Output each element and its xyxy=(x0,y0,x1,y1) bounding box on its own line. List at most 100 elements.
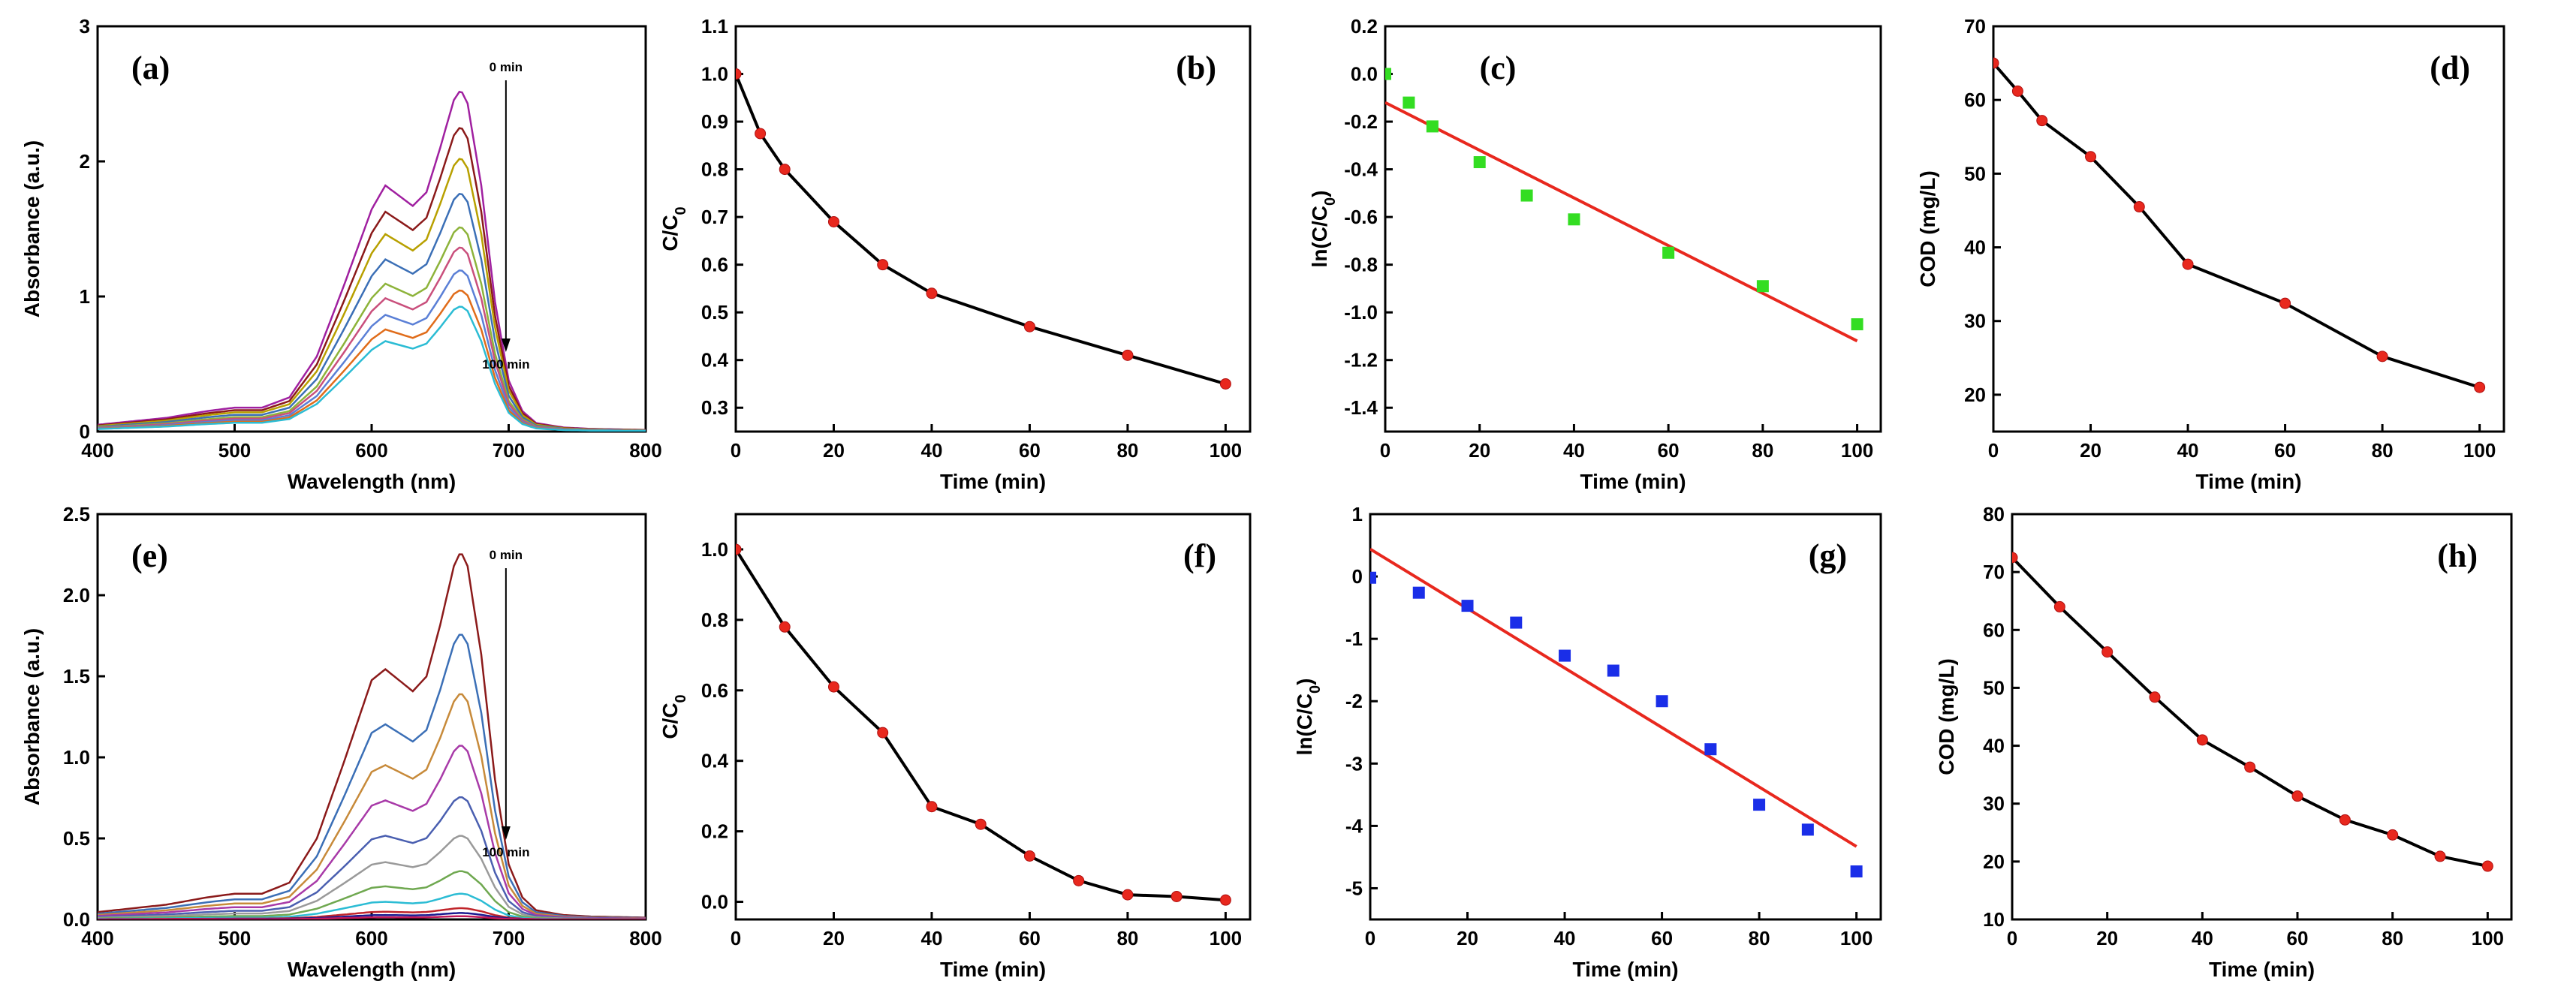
x-tick-label: 20 xyxy=(1469,439,1490,462)
x-axis-label: Time (min) xyxy=(2195,470,2301,493)
data-point xyxy=(827,215,839,227)
x-tick-label: 80 xyxy=(1116,927,1138,949)
x-tick-label: 40 xyxy=(2192,927,2213,949)
panel-h: 0 20 40 60 80 100 10 20 30 40 50 60 70 80 Time (min) CO… xyxy=(1935,503,2513,981)
data-point xyxy=(2474,381,2486,393)
plot-frame xyxy=(2011,513,2513,921)
y-tick-label: 1.1 xyxy=(701,15,728,38)
x-tick-label: 100 xyxy=(1840,927,1872,949)
time-arrow-head xyxy=(501,339,511,352)
data-point xyxy=(1122,889,1134,901)
data-point xyxy=(975,818,987,830)
x-tick-label: 500 xyxy=(218,439,251,462)
data-point xyxy=(1753,799,1766,811)
y-tick-label: -0.2 xyxy=(1344,110,1378,133)
x-tick-label: 20 xyxy=(2096,927,2118,949)
y-tick-label: -4 xyxy=(1345,814,1363,837)
y-axis-label-subscript: 0 xyxy=(673,694,689,703)
y-axis-label-main: C/C xyxy=(658,703,682,739)
y-tick-label: 40 xyxy=(1964,236,1986,259)
y-tick-label: 0.0 xyxy=(63,908,90,931)
y-tick-label: 0.2 xyxy=(1351,15,1378,38)
panel-d: 0 20 40 60 80 100 20 30 40 50 60 70 Time (min) COD (m… xyxy=(1916,15,2505,493)
y-tick-label: -0.6 xyxy=(1344,206,1378,228)
data-point xyxy=(877,727,889,739)
x-tick-label: 60 xyxy=(1019,439,1041,462)
panel-label: (b) xyxy=(1176,50,1216,86)
panel-label: (f) xyxy=(1183,537,1216,574)
y-tick-label: 30 xyxy=(1964,310,1986,332)
panel-b: 0 20 40 60 80 100 0.3 0.4 0.5 0.6 0.7 0.8 0.9 1.0 1.1 T… xyxy=(658,15,1252,493)
data-point xyxy=(2133,201,2145,213)
panel-a: 400 500 600 700 800 0 1 2 3 Wavelength (nm) Absorb… xyxy=(20,15,662,493)
x-axis-label: Time (min) xyxy=(940,958,1046,981)
y-axis-label-subscript: 0 xyxy=(673,206,689,215)
y-tick-label: 10 xyxy=(1983,908,2005,931)
x-axis-label: Time (min) xyxy=(2209,958,2315,981)
fit-line xyxy=(1385,101,1858,343)
arrow-label-end: 100 min xyxy=(482,845,529,859)
arrow-label-start: 0 min xyxy=(490,60,523,74)
plot-frame xyxy=(734,25,1252,433)
spectrum-line-40-min xyxy=(98,796,646,919)
x-tick-label: 0 xyxy=(1988,439,1999,462)
y-axis-label: C/C0 xyxy=(658,694,689,739)
panel-label: (g) xyxy=(1809,537,1847,574)
x-tick-label: 0 xyxy=(731,927,741,949)
data-point xyxy=(1170,890,1183,902)
panel-label: (d) xyxy=(2430,50,2470,86)
data-point xyxy=(2434,850,2446,862)
x-tick-label: 0 xyxy=(2007,927,2017,949)
plot-area xyxy=(736,68,1231,390)
y-tick-label: 50 xyxy=(1964,162,1986,185)
x-tick-label: 400 xyxy=(81,439,113,462)
x-tick-label: 0 xyxy=(731,439,741,462)
y-tick-label: 1 xyxy=(1352,503,1363,525)
plot-frame xyxy=(1992,25,2505,433)
x-tick-label: 100 xyxy=(2472,927,2504,949)
y-axis-label-main: C/C xyxy=(658,215,682,251)
y-tick-label: 1.0 xyxy=(701,63,728,86)
x-tick-label: 700 xyxy=(493,439,525,462)
y-axis-label: C/C0 xyxy=(658,206,689,251)
y-tick-label: -5 xyxy=(1345,877,1363,899)
y-tick-label: -1.0 xyxy=(1344,301,1378,323)
y-tick-label: -1 xyxy=(1345,627,1363,650)
y-tick-label: 70 xyxy=(1983,561,2005,583)
spectrum-line-30-min xyxy=(98,226,646,432)
x-axis-label: Time (min) xyxy=(940,470,1046,493)
y-tick-label: 0.8 xyxy=(701,158,728,181)
data-point xyxy=(1510,616,1523,629)
y-axis-label-main: COD (mg/L) xyxy=(1916,170,1939,287)
data-point xyxy=(1412,586,1425,599)
panel-e: 400 500 600 700 800 0.0 0.5 1.0 1.5 2.0 2.5 Wavelen… xyxy=(20,503,662,981)
y-tick-label: 1.5 xyxy=(63,665,90,688)
y-tick-label: 20 xyxy=(1964,384,1986,406)
data-line xyxy=(2012,556,2488,868)
x-tick-label: 600 xyxy=(355,927,387,949)
y-tick-label: 0.0 xyxy=(1351,63,1378,86)
plot-area xyxy=(736,543,1231,906)
y-tick-label: 2 xyxy=(80,150,90,173)
x-tick-label: 500 xyxy=(218,927,251,949)
data-point xyxy=(2182,258,2194,270)
x-tick-label: 800 xyxy=(629,439,661,462)
x-tick-label: 60 xyxy=(1651,927,1673,949)
data-point xyxy=(2481,860,2493,872)
x-tick-label: 80 xyxy=(2372,439,2394,462)
y-axis-label-main: ln(C/C xyxy=(1308,206,1331,267)
data-point xyxy=(1568,213,1580,226)
x-tick-label: 100 xyxy=(1841,439,1873,462)
spectrum-line-10-min xyxy=(98,633,646,919)
panel-g: 0 20 40 60 80 100 -5 -4 -3 -2 -1 0 1 Time (min) ln(C/C… xyxy=(1293,503,1882,981)
data-point xyxy=(1023,320,1035,332)
x-tick-label: 60 xyxy=(1658,439,1680,462)
y-tick-label: 0.4 xyxy=(701,349,729,372)
y-tick-label: 0.0 xyxy=(701,891,728,913)
x-axis-label: Time (min) xyxy=(1572,958,1678,981)
y-axis-label-subscript: 0 xyxy=(1322,197,1339,206)
y-axis-label-main: ln(C/C xyxy=(1293,694,1316,755)
panel-label: (a) xyxy=(131,50,170,86)
x-tick-label: 100 xyxy=(1210,439,1242,462)
x-axis-label: Wavelength (nm) xyxy=(288,958,456,981)
